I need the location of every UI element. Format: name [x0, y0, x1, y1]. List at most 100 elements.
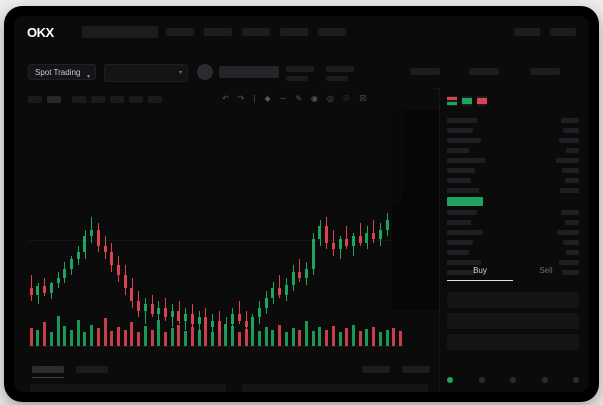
crosshair-icon[interactable]: ◆	[264, 94, 271, 103]
redo-icon[interactable]: ↷	[237, 94, 245, 103]
undo-icon[interactable]: ↶	[222, 94, 229, 103]
price-chart[interactable]	[14, 110, 434, 340]
orderbook-asks-icon[interactable]	[477, 96, 487, 106]
orderbook-row[interactable]	[443, 208, 583, 217]
footer-right-action-1[interactable]	[362, 366, 390, 373]
candle-body	[103, 245, 107, 253]
nav-item-4[interactable]	[280, 28, 308, 36]
orderbook-row[interactable]	[443, 126, 583, 135]
orderbook-price-cell	[447, 240, 473, 245]
volume-bar	[325, 329, 329, 346]
interval-button-5[interactable]	[110, 96, 124, 103]
tablet-screen: OKX Spot Trading ▾ ▾	[14, 16, 589, 392]
magnet-icon[interactable]: ◉	[311, 94, 319, 103]
interval-button-6[interactable]	[129, 96, 143, 103]
volume-bar	[157, 320, 161, 346]
orderbook-row[interactable]	[443, 268, 583, 277]
top-navigation-bar: OKX	[14, 16, 589, 46]
orderbook-row[interactable]	[443, 136, 583, 145]
chart-tool-icons: ↶ ↷ | ◆ ∼ ✎ ◉ ◎ ☉ ☒	[222, 94, 366, 103]
eye-icon[interactable]: ◎	[327, 94, 335, 103]
tab-buy[interactable]: Buy	[473, 266, 487, 275]
orderbook-size-cell	[561, 210, 579, 215]
order-total-field[interactable]	[447, 334, 579, 350]
interval-button-3[interactable]	[72, 96, 86, 103]
trendline-icon[interactable]: ∼	[279, 94, 287, 103]
footer-right-action-2[interactable]	[402, 366, 430, 373]
candle-body	[378, 229, 382, 240]
brush-icon[interactable]: ✎	[295, 94, 303, 103]
candle-body	[96, 229, 100, 246]
lock-icon[interactable]: ☉	[343, 94, 351, 103]
candle-body	[36, 286, 40, 295]
okx-logo[interactable]: OKX	[27, 25, 54, 40]
nav-item-1[interactable]	[166, 28, 194, 36]
volume-bar	[237, 332, 241, 346]
orderbook-row[interactable]	[443, 258, 583, 267]
tab-positions[interactable]	[76, 366, 108, 373]
orderbook-price-cell	[447, 178, 471, 183]
volume-bar	[392, 327, 396, 346]
order-price-field[interactable]	[447, 292, 579, 308]
volume-bar	[278, 324, 282, 346]
volume-bar	[150, 329, 154, 346]
slider-dot[interactable]	[541, 377, 548, 383]
interval-button-7[interactable]	[148, 96, 162, 103]
orderbook-row[interactable]	[443, 176, 583, 185]
bottom-panel-1[interactable]	[30, 384, 226, 392]
candle-body	[257, 307, 261, 318]
orderbook-both-icon[interactable]	[447, 96, 457, 106]
bottom-panel-2[interactable]	[242, 384, 428, 392]
search-input[interactable]	[82, 26, 158, 38]
candle-body	[217, 320, 221, 331]
nav-right-item-2[interactable]	[550, 28, 576, 36]
tab-sell[interactable]: Sell	[539, 266, 553, 275]
orderbook-row[interactable]	[443, 116, 583, 125]
slider-dot[interactable]	[573, 377, 579, 383]
slider-dot[interactable]	[510, 377, 516, 383]
orderbook-size-cell	[557, 230, 579, 235]
candle-body	[170, 310, 174, 318]
candle-body	[284, 284, 288, 295]
orderbook-row[interactable]	[443, 166, 583, 175]
interval-button-2[interactable]	[47, 96, 61, 103]
volume-bar	[83, 332, 87, 346]
tab-orders[interactable]	[32, 366, 64, 373]
trading-pair-selector[interactable]: ▾	[104, 64, 188, 82]
nav-item-2[interactable]	[204, 28, 232, 36]
coin-avatar	[197, 64, 213, 80]
orderbook-rows[interactable]	[443, 116, 583, 278]
orderbook-row[interactable]	[443, 186, 583, 195]
orderbook-row[interactable]	[443, 218, 583, 227]
interval-button-1[interactable]	[28, 96, 42, 103]
market-type-selector[interactable]: Spot Trading ▾	[28, 64, 96, 80]
candle-body	[231, 314, 235, 324]
nav-right-item-1[interactable]	[514, 28, 540, 36]
order-amount-field[interactable]	[447, 313, 579, 329]
amount-percent-slider[interactable]	[447, 376, 579, 384]
candle-wick	[145, 297, 146, 324]
candle-body	[351, 236, 355, 246]
candle-wick	[279, 275, 281, 298]
orderbook-row[interactable]	[443, 228, 583, 237]
candle-body	[110, 252, 114, 266]
orderbook-price-cell	[447, 168, 475, 173]
nav-item-5[interactable]	[318, 28, 346, 36]
orderbook-bids-icon[interactable]	[462, 96, 472, 106]
chart-gridline	[28, 240, 404, 241]
slider-dot[interactable]	[478, 377, 485, 383]
orderbook-price-cell	[447, 138, 481, 143]
interval-button-4[interactable]	[91, 96, 105, 103]
orderbook-row[interactable]	[443, 238, 583, 247]
orderbook-spread-row[interactable]	[443, 196, 583, 207]
volume-bar	[338, 332, 342, 346]
orderbook-row[interactable]	[443, 146, 583, 155]
stat-5	[530, 68, 560, 75]
candle-body	[204, 317, 208, 327]
slider-dot[interactable]	[447, 377, 453, 383]
trash-icon[interactable]: ☒	[359, 94, 367, 103]
orderbook-row[interactable]	[443, 248, 583, 257]
nav-item-3[interactable]	[242, 28, 270, 36]
orderbook-row[interactable]	[443, 156, 583, 165]
divider-icon: |	[253, 94, 256, 103]
